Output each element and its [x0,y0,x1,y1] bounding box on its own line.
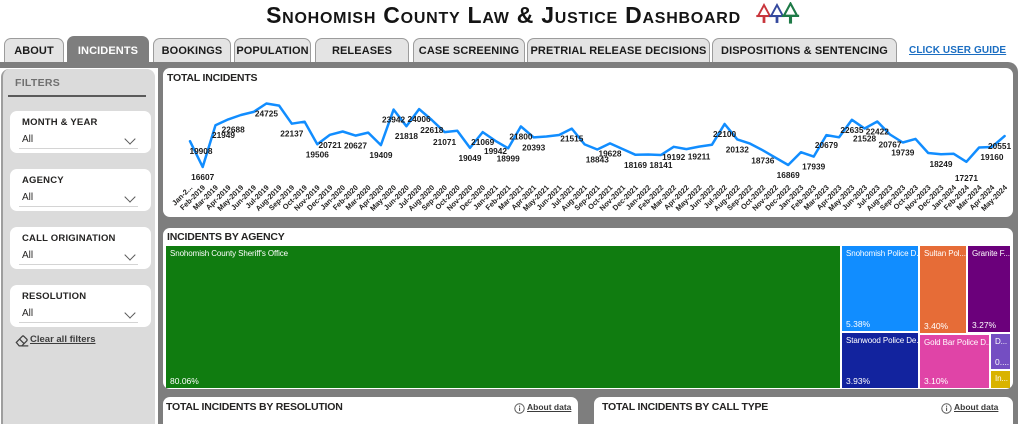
svg-text:21071: 21071 [433,137,456,147]
svg-text:18843: 18843 [586,155,609,165]
svg-text:20551: 20551 [988,141,1011,151]
svg-text:22100: 22100 [713,129,736,139]
svg-text:20679: 20679 [815,140,838,150]
svg-text:20721: 20721 [318,140,341,150]
svg-text:20627: 20627 [344,141,367,151]
svg-text:21528: 21528 [853,134,876,144]
svg-text:20393: 20393 [522,142,545,152]
svg-text:18249: 18249 [929,159,952,169]
svg-text:19049: 19049 [458,153,481,163]
svg-text:21818: 21818 [395,131,418,141]
svg-text:22137: 22137 [280,129,303,139]
svg-text:19211: 19211 [688,152,711,162]
svg-text:19192: 19192 [662,152,685,162]
svg-text:19506: 19506 [306,149,329,159]
svg-text:18736: 18736 [751,155,774,165]
svg-text:19908: 19908 [189,146,212,156]
svg-text:16607: 16607 [191,172,214,182]
svg-text:20767: 20767 [878,140,901,150]
svg-text:20132: 20132 [726,144,749,154]
svg-text:19739: 19739 [891,148,914,158]
svg-text:22635: 22635 [840,125,863,135]
svg-text:19160: 19160 [980,152,1003,162]
svg-text:19628: 19628 [598,148,621,158]
svg-text:16869: 16869 [777,170,800,180]
svg-text:21800: 21800 [509,131,532,141]
svg-text:19409: 19409 [369,150,392,160]
svg-text:22618: 22618 [420,125,443,135]
svg-text:18141: 18141 [649,160,672,170]
svg-text:21069: 21069 [471,137,494,147]
svg-text:22422: 22422 [866,127,889,137]
svg-text:18999: 18999 [497,153,520,163]
svg-text:21515: 21515 [560,134,583,144]
svg-text:24725: 24725 [255,109,278,119]
svg-text:17939: 17939 [802,162,825,172]
svg-text:17271: 17271 [955,173,978,183]
svg-text:23942: 23942 [382,115,405,125]
svg-text:24006: 24006 [408,114,431,124]
svg-text:22688: 22688 [222,124,245,134]
svg-text:18169: 18169 [624,160,647,170]
svg-text:21949: 21949 [212,130,235,140]
svg-text:19942: 19942 [484,146,507,156]
